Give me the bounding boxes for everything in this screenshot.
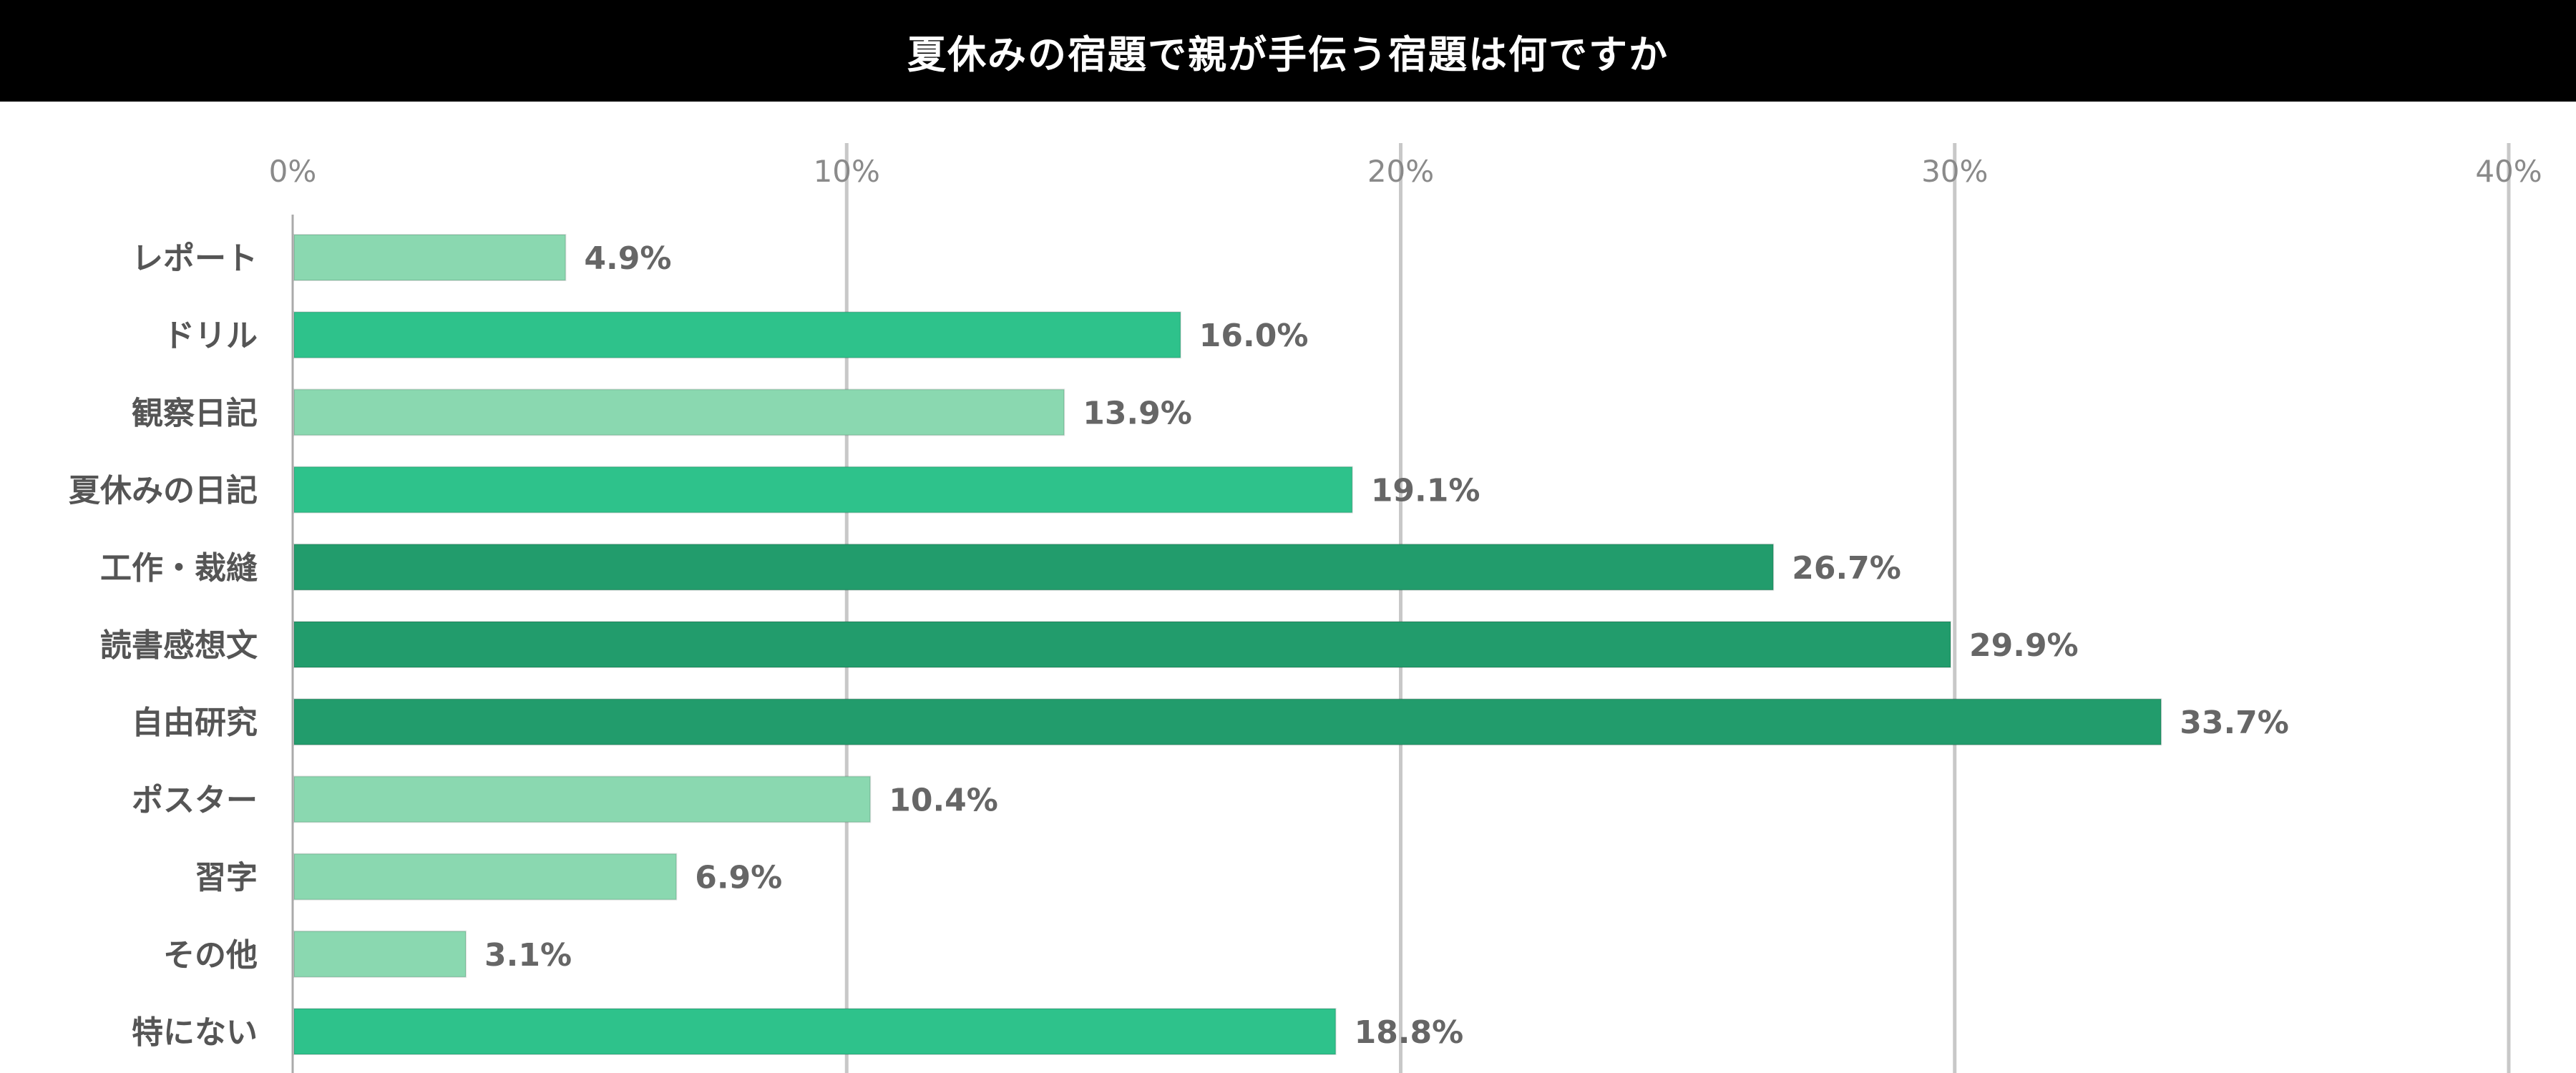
category-label: 工作・裁縫 [100,550,258,587]
x-tick-label: 30% [1921,154,1988,189]
bar [293,621,1952,668]
bar [293,698,2162,746]
category-label: 夏休みの日記 [69,473,258,509]
data-label: 19.1% [1371,473,1480,509]
bar [293,543,1775,591]
bar [293,853,678,901]
data-label: 33.7% [2180,705,2289,741]
bar [293,311,1181,359]
bar [293,466,1353,514]
data-label: 16.0% [1199,318,1309,354]
data-label: 13.9% [1083,395,1192,431]
category-label: 読書感想文 [100,627,258,664]
data-label: 6.9% [695,860,782,896]
x-tick-label: 20% [1367,154,1434,189]
data-label: 4.9% [584,240,671,277]
category-label: ドリル [163,318,258,354]
title-bar: 夏休みの宿題で親が手伝う宿題は何ですか [0,0,2576,102]
x-tick-label: 10% [814,154,880,189]
bar [293,388,1065,436]
data-label: 26.7% [1792,550,1901,587]
bar [293,234,567,281]
data-label: 3.1% [484,937,572,974]
category-label: ポスター [132,782,258,818]
bar [293,930,467,978]
data-label: 18.8% [1355,1014,1464,1051]
category-label: レポート [132,240,258,277]
x-tick-label: 0% [269,154,317,189]
chart-title: 夏休みの宿題で親が手伝う宿題は何ですか [907,31,1669,77]
category-label: 特にない [132,1014,258,1051]
category-label: 観察日記 [132,395,258,431]
bar [293,1008,1337,1055]
category-label: その他 [163,937,258,974]
category-label: 自由研究 [132,705,258,741]
data-label: 29.9% [1969,627,2079,664]
data-label: 10.4% [889,782,998,818]
x-tick-label: 40% [2475,154,2542,189]
bar [293,775,872,823]
category-label: 習字 [195,860,258,896]
